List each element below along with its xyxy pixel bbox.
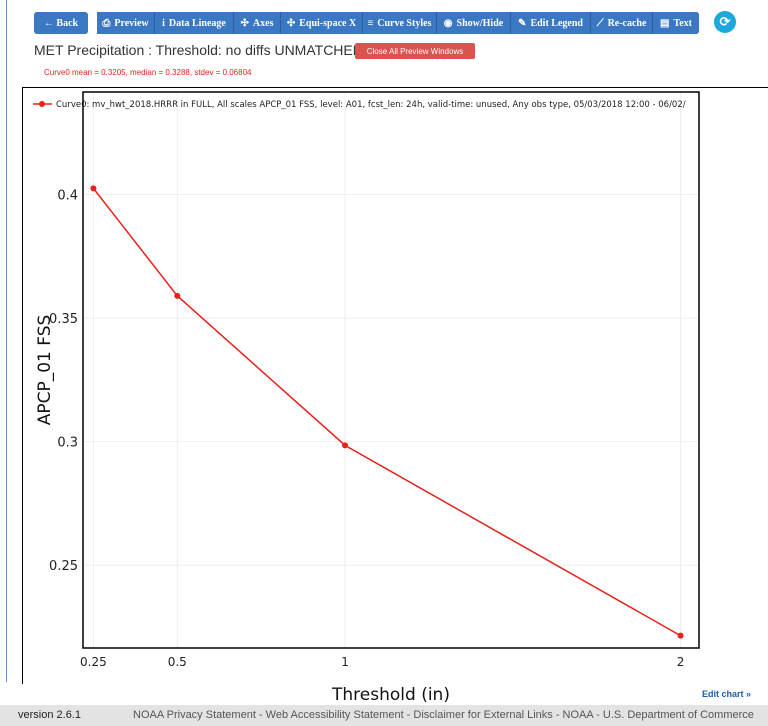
refresh-icon[interactable]: ⟳ [714,11,736,33]
y-tick-label: 0.35 [49,312,78,327]
chart-icon: ⟋ [596,17,604,29]
axis-box [82,91,700,649]
move-icon: ✣ [240,17,249,29]
recache-button[interactable]: ⟋ Re-cache [591,12,653,34]
x-tick-label: 0.25 [80,655,107,669]
line-chart: Curve0: mv_hwt_2018.HRRR in FULL, All sc… [33,91,700,705]
page-title: MET Precipitation : Threshold: no diffs … [34,42,363,58]
legend-label: Curve0: mv_hwt_2018.HRRR in FULL, All sc… [56,100,686,110]
series-line-curve0 [92,187,681,637]
edit-chart-link[interactable]: Edit chart » [702,689,752,699]
y-axis-label: APCP_01 FSS [35,315,55,426]
equispace-button[interactable]: ✣ Equi-space X [281,12,363,34]
y-axis-ticks: 0.25 0.3 0.35 0.4 [49,189,78,575]
x-tick-label: 2 [677,655,685,669]
curve-styles-button[interactable]: ≡ Curve Styles [363,12,437,34]
x-tick-label: 0.5 [168,655,187,669]
pencil-icon: ✎ [518,17,527,29]
y-tick-label: 0.25 [49,559,78,574]
plot-area [22,87,768,684]
x-tick-label: 1 [341,655,349,669]
footer: version 2.6.1 NOAA Privacy Statement - W… [0,705,768,726]
back-label: ← Back [43,17,79,29]
data-point [677,632,684,639]
preview-button[interactable]: ⎙ Preview [97,12,155,34]
version-label: version 2.6.1 [18,709,81,721]
move-icon: ✣ [286,17,296,29]
back-button[interactable]: ← Back [34,12,88,34]
edit-legend-button[interactable]: ✎ Edit Legend [511,12,591,34]
grid [83,92,699,648]
x-axis-label: Threshold (in) [331,685,450,705]
data-points [90,185,684,639]
info-icon: i [162,17,165,29]
y-tick-label: 0.4 [57,189,78,204]
data-point [90,185,97,192]
y-tick-label: 0.3 [57,436,78,451]
print-icon: ⎙ [102,17,111,29]
app-frame [6,0,768,682]
data-point [342,442,349,449]
list-icon: ≡ [367,17,374,29]
legend-marker [39,101,45,107]
legend: Curve0: mv_hwt_2018.HRRR in FULL, All sc… [33,100,686,110]
show-hide-button[interactable]: ◉ Show/Hide [437,12,511,34]
text-button[interactable]: ▤ Text [653,12,699,34]
axes-button[interactable]: ✣ Axes [234,12,281,34]
eye-icon: ◉ [443,17,453,29]
curve-stats: Curve0 mean = 0.3205, median = 0.3288, s… [44,68,252,77]
file-icon: ▤ [660,17,670,29]
footer-links[interactable]: NOAA Privacy Statement - Web Accessibili… [133,709,754,721]
data-lineage-button[interactable]: i Data Lineage [155,12,234,34]
close-preview-windows-button[interactable]: Close All Preview Windows [355,43,475,59]
data-point [174,292,181,299]
x-axis-ticks: 0.25 0.5 1 2 [80,655,684,669]
